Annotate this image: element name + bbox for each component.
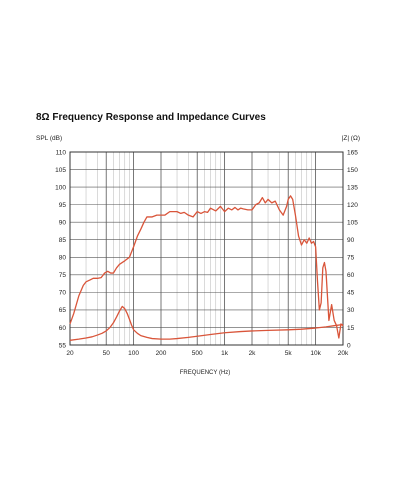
y2-tick-label: 45 xyxy=(347,290,355,297)
plot-frame xyxy=(69,151,344,346)
x-axis-label: FREQUENCY (Hz) xyxy=(180,370,231,376)
x-tick-label: 20 xyxy=(66,350,74,357)
grid-lines xyxy=(69,151,344,346)
y-tick-label: 90 xyxy=(59,219,67,226)
y2-tick-label: 120 xyxy=(347,202,358,209)
spl-response-line xyxy=(69,195,344,339)
x-tick-label: 10k xyxy=(310,350,321,357)
y2-tick-label: 30 xyxy=(347,307,355,314)
y-tick-label: 70 xyxy=(59,290,67,297)
x-tick-label: 2k xyxy=(249,350,257,357)
y-tick-label: 105 xyxy=(55,167,66,174)
y-tick-label: 85 xyxy=(59,237,67,244)
x-tick-label: 5k xyxy=(285,350,293,357)
y2-tick-label: 135 xyxy=(347,184,358,191)
x-tick-label: 1k xyxy=(221,350,229,357)
y2-axis-label: |Z| (Ω) xyxy=(342,135,360,142)
y2-tick-label: 60 xyxy=(347,272,355,279)
x-tick-label: 200 xyxy=(156,350,167,357)
y2-tick-label: 75 xyxy=(347,255,355,262)
x-tick-label: 50 xyxy=(103,350,111,357)
y2-tick-label: 15 xyxy=(347,325,355,332)
y-tick-label: 60 xyxy=(59,325,67,332)
y-tick-label: 100 xyxy=(55,184,66,191)
y-tick-label: 95 xyxy=(59,202,67,209)
y2-tick-label: 165 xyxy=(347,149,358,156)
y-axis-label: SPL (dB) xyxy=(36,135,62,142)
y-tick-label: 75 xyxy=(59,272,67,279)
y-tick-label: 55 xyxy=(59,342,67,349)
y2-tick-label: 0 xyxy=(347,342,351,349)
x-tick-label: 500 xyxy=(192,350,203,357)
y-tick-label: 65 xyxy=(59,307,67,314)
chart-title: 8Ω Frequency Response and Impedance Curv… xyxy=(36,112,266,123)
y2-tick-label: 90 xyxy=(347,237,355,244)
y-tick-label: 80 xyxy=(59,255,67,262)
y2-tick-label: 105 xyxy=(347,219,358,226)
y-tick-label: 110 xyxy=(56,149,67,156)
y2-tick-label: 150 xyxy=(347,167,358,174)
x-tick-label: 20k xyxy=(338,350,349,357)
impedance-line xyxy=(69,305,344,341)
x-tick-label: 100 xyxy=(128,350,139,357)
